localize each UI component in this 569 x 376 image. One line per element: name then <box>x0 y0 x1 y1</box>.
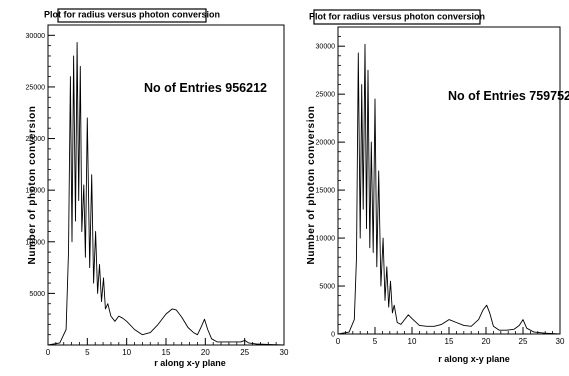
chart-panel-left: Plot for radius versus photon conversion… <box>26 8 289 368</box>
entries-annotation: No of Entries 956212 <box>144 81 267 95</box>
y-axis-label: Number of photon conversion <box>27 106 38 265</box>
x-tick-label: 15 <box>445 337 454 346</box>
x-tick-label: 0 <box>46 348 51 357</box>
x-tick-label: 20 <box>201 348 210 357</box>
y-tick-label: 10000 <box>316 236 336 243</box>
plot-frame <box>337 26 561 335</box>
chart-title: Plot for radius versus photon conversion <box>44 10 220 20</box>
x-tick-label: 25 <box>240 348 249 357</box>
x-axis-label: r along x-y plane <box>438 354 510 364</box>
y-axis-label: Number of photon conversion <box>306 106 317 265</box>
chart-right: Plot for radius versus photon conversion… <box>306 9 569 364</box>
chart-panel-right: Plot for radius versus photon conversion… <box>296 0 569 371</box>
y-tick-label: 15000 <box>316 188 336 195</box>
chart-left: Plot for radius versus photon conversion… <box>26 8 289 368</box>
x-tick-label: 20 <box>482 337 491 346</box>
x-tick-label: 5 <box>85 348 90 357</box>
y-tick-label: 0 <box>331 332 335 339</box>
y-tick-label: 10000 <box>26 239 46 246</box>
x-tick-label: 10 <box>122 348 131 357</box>
y-tick-label: 5000 <box>319 284 335 291</box>
series-line <box>47 42 285 346</box>
chart-title-box <box>313 9 481 25</box>
x-tick-label: 30 <box>280 348 289 357</box>
y-tick-label: 5000 <box>29 291 45 298</box>
y-tick-label: 15000 <box>26 188 46 195</box>
chart-title: Plot for radius versus photon conversion <box>309 12 485 22</box>
x-tick-label: 10 <box>408 337 417 346</box>
chart-title-box <box>57 8 207 23</box>
y-tick-label: 20000 <box>316 140 336 147</box>
y-tick-label: 30000 <box>26 33 46 40</box>
x-tick-label: 30 <box>556 337 565 346</box>
y-tick-label: 25000 <box>316 92 336 99</box>
x-tick-label: 0 <box>336 337 341 346</box>
x-tick-label: 15 <box>162 348 171 357</box>
y-tick-label: 30000 <box>316 44 336 51</box>
entries-annotation: No of Entries 759752 <box>448 89 569 103</box>
x-axis-label: r along x-y plane <box>154 358 226 368</box>
x-tick-label: 25 <box>519 337 528 346</box>
y-tick-label: 25000 <box>26 84 46 91</box>
series-line <box>337 43 561 335</box>
y-tick-label: 20000 <box>26 136 46 143</box>
x-tick-label: 5 <box>373 337 378 346</box>
